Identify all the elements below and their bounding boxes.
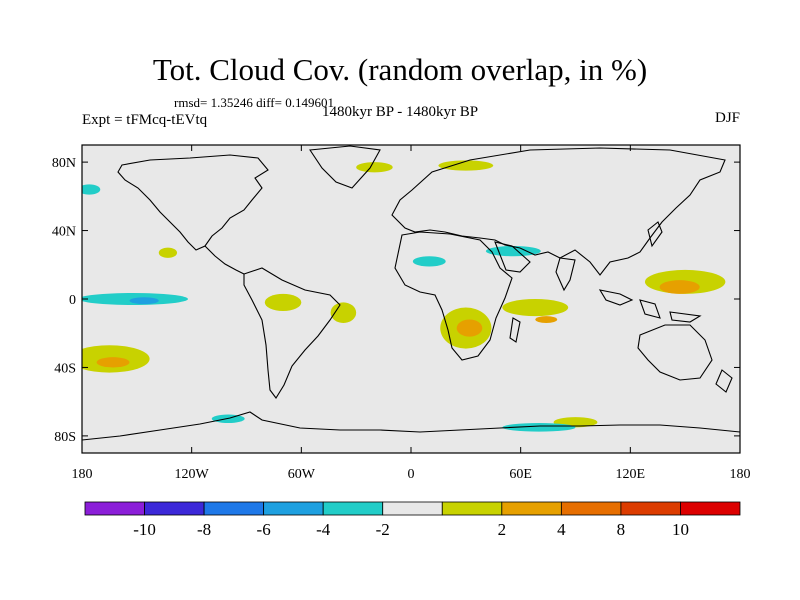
lat-tick-label: 40N [52, 225, 76, 240]
colorbar-swatch [322, 501, 384, 516]
colorbar-swatch [501, 501, 562, 516]
colorbar-label: -6 [257, 520, 271, 539]
coastline-japan [647, 221, 663, 248]
colorbar-swatch [263, 501, 324, 516]
anomaly-nw-pacific-core [659, 280, 700, 294]
colorbar-swatch [680, 501, 741, 516]
anomaly-amazon-positive [264, 293, 302, 311]
colorbar-swatch [620, 501, 681, 516]
colorbar-label: 8 [617, 520, 626, 539]
colorbar-label: 4 [557, 520, 566, 539]
anomaly-eq-east-pacific-core [129, 297, 159, 305]
lat-tick-label: 40S [54, 361, 76, 376]
anomaly-south-africa-core [456, 319, 483, 337]
plot-title: Tot. Cloud Cov. (random overlap, in %) [152, 52, 648, 87]
coastline-india [555, 257, 576, 292]
experiment-label: Expt = tFMcq-tEVtq [82, 112, 208, 128]
coastline-australia [637, 324, 713, 381]
colorbar-label: -10 [133, 520, 156, 539]
coastline-arabia [494, 241, 531, 273]
colorbar-label: -4 [316, 520, 331, 539]
coastline-central-america [204, 245, 245, 275]
colorbar-label: 10 [672, 520, 689, 539]
anomaly-indian-ocean-core [535, 316, 558, 323]
lat-tick-label: 0 [69, 293, 76, 308]
colorbar: -10 -8 -6 -4 -2 2 4 8 10 [84, 501, 741, 539]
coastline-madagascar [509, 317, 521, 343]
anomaly-indian-ocean-positive [502, 299, 569, 317]
lon-tick-label: 60W [288, 467, 316, 482]
lon-tick-label: 0 [408, 467, 415, 482]
lon-tick-label: 60E [509, 467, 532, 482]
coastline-antarctica [82, 411, 740, 441]
coastline-eurasia [391, 147, 726, 276]
coastline-indonesia [598, 289, 702, 323]
axis-ticks: 80N 40N 0 40S 80S 180 120W 60W 0 60E 120E 180 [52, 145, 751, 482]
colorbar-swatch [441, 501, 503, 516]
colorbar-swatch [84, 501, 145, 516]
lon-tick-label: 120E [616, 467, 646, 482]
coastline-south-america [243, 267, 341, 399]
anomaly-greenland-positive [356, 162, 393, 173]
lon-tick-label: 180 [730, 467, 751, 482]
anomaly-north-africa-negative [412, 256, 446, 267]
colorbar-label: -8 [197, 520, 211, 539]
colorbar-swatch [382, 501, 443, 516]
coastline-africa [394, 231, 513, 361]
colorbar-label: 2 [498, 520, 507, 539]
anomaly-north-pacific-negative [82, 184, 101, 195]
colorbar-swatch [144, 501, 205, 516]
anomaly-southern-ocean-negative [502, 423, 576, 432]
coastline-north-america [117, 154, 269, 251]
anomaly-arctic-positive [438, 160, 494, 171]
rmsd-diff-stats: rmsd= 1.35246 diff= 0.149601 [174, 95, 334, 110]
coastlines [82, 145, 740, 441]
period-label: 1480kyr BP - 1480kyr BP [322, 104, 479, 120]
lon-tick-label: 180 [72, 467, 93, 482]
season-label: DJF [714, 110, 740, 126]
coastline-greenland [309, 145, 381, 189]
anomaly-west-atlantic-positive [158, 247, 178, 258]
coastline-new-zealand [715, 369, 733, 393]
anomaly-south-pacific-core [96, 357, 130, 368]
anomaly-brazil-positive [330, 302, 357, 323]
lat-tick-label: 80S [54, 430, 76, 445]
lat-tick-label: 80N [52, 156, 76, 171]
colorbar-swatch [203, 501, 265, 516]
lon-tick-label: 120W [175, 467, 210, 482]
colorbar-swatch [560, 501, 622, 516]
anomaly-regions [82, 160, 726, 432]
colorbar-label: -2 [376, 520, 390, 539]
